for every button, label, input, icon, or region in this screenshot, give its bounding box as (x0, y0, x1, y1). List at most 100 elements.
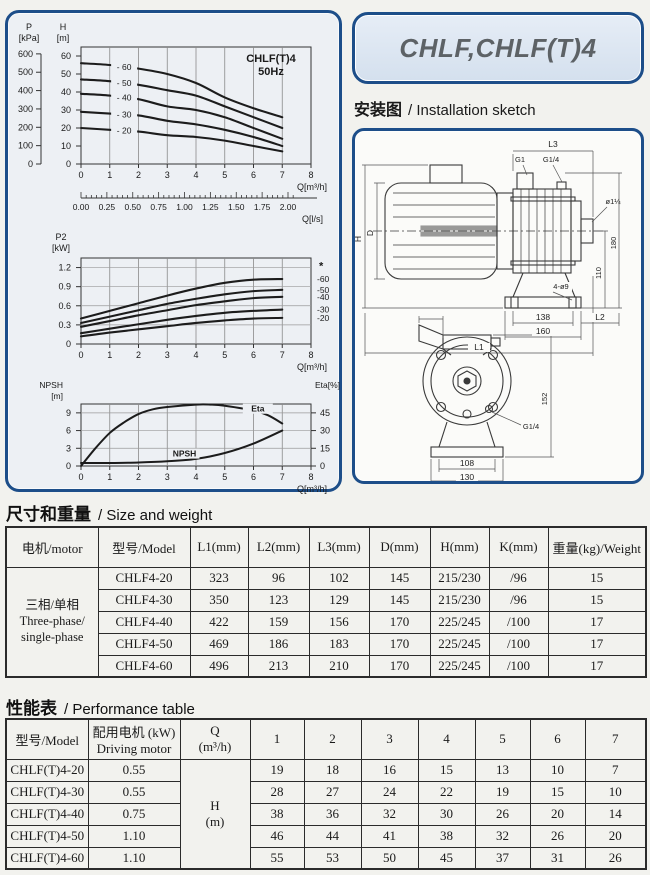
head-value-cell: 26 (529, 824, 586, 848)
svg-text:110: 110 (594, 267, 603, 279)
svg-text:0: 0 (78, 170, 83, 180)
column-header: 电机/motor (5, 526, 99, 568)
table-cell: /96 (488, 588, 549, 612)
svg-text:0: 0 (66, 461, 71, 471)
svg-text:- 20: - 20 (117, 126, 132, 136)
svg-text:-20: -20 (317, 313, 330, 323)
svg-text:0: 0 (28, 159, 33, 169)
table-cell: 17 (547, 654, 647, 678)
svg-text:130: 130 (460, 472, 474, 482)
svg-text:0.9: 0.9 (58, 282, 71, 292)
svg-text:7: 7 (280, 350, 285, 360)
table-cell: 215/230 (429, 566, 490, 590)
svg-text:P2: P2 (55, 232, 66, 242)
table-cell: 145 (368, 588, 431, 612)
head-value-cell: 38 (249, 802, 305, 826)
head-value-cell: 30 (417, 802, 476, 826)
motor-kw-cell: 0.55 (87, 780, 181, 804)
performance-curves-panel: 0 1 2 3 4 5 6 7 8 Q[m³/h] 0 10 20 30 40 50 60 H [m] 0 100 200… (5, 10, 342, 494)
column-header: 型号/Model (5, 718, 89, 760)
head-value-cell: 14 (584, 802, 647, 826)
svg-text:- 50: - 50 (117, 78, 132, 88)
svg-text:Q[l/s]: Q[l/s] (302, 214, 323, 224)
svg-text:100: 100 (18, 141, 33, 151)
column-header: 3 (360, 718, 419, 760)
svg-text:4: 4 (193, 170, 198, 180)
svg-text:30: 30 (320, 426, 330, 436)
size-weight-heading: 尺寸和重量 / Size and weight (6, 500, 212, 525)
model-cell: CHLF(T)4-60 (5, 846, 89, 870)
svg-text:4: 4 (193, 350, 198, 360)
svg-text:P: P (26, 22, 32, 32)
motor-kw-cell: 1.10 (87, 824, 181, 848)
svg-text:3: 3 (66, 443, 71, 453)
table-cell: 210 (308, 654, 370, 678)
table-cell: 469 (189, 632, 249, 656)
pump-side-view (373, 164, 603, 309)
svg-text:2: 2 (136, 170, 141, 180)
model-cell: CHLF(T)4-30 (5, 780, 89, 804)
table-row: CHLF(T)4-40 0.75 38 36 32 30 26 20 14 (5, 802, 647, 826)
table-header-row: 电机/motor 型号/Model L1(mm) L2(mm) L3(mm) D(mm) H… (5, 526, 647, 568)
svg-text:L2: L2 (595, 312, 605, 322)
pump-front-view (418, 316, 512, 458)
table-cell: 225/245 (429, 610, 490, 634)
svg-text:G1: G1 (515, 155, 525, 164)
table-row: CHLF(T)4-20 0.55 H (m) 19 18 16 15 13 10 7 (5, 758, 647, 870)
table-cell: /100 (488, 632, 549, 656)
table-cell: 170 (368, 632, 431, 656)
right-column: CHLF,CHLF(T)4 安装图 / Installation sketch (352, 12, 644, 484)
svg-text:6: 6 (251, 472, 256, 482)
column-header: 4 (417, 718, 476, 760)
size-heading-zh: 尺寸和重量 (6, 505, 91, 524)
head-value-cell: 37 (474, 846, 531, 870)
svg-text:4: 4 (193, 472, 198, 482)
column-header: 重量(kg)/Weight (547, 526, 647, 568)
table-cell: 15 (547, 588, 647, 612)
svg-text:[kW]: [kW] (52, 243, 70, 253)
size-weight-table: 电机/motor 型号/Model L1(mm) L2(mm) L3(mm) D(mm) H… (5, 526, 647, 678)
head-value-cell: 20 (529, 802, 586, 826)
svg-text:10: 10 (61, 141, 71, 151)
svg-text:45: 45 (320, 408, 330, 418)
table-cell: 17 (547, 610, 647, 634)
table-cell: 350 (189, 588, 249, 612)
svg-text:H: H (60, 22, 67, 32)
svg-text:7: 7 (280, 170, 285, 180)
head-value-cell: 41 (360, 824, 419, 848)
table-row: CHLF4-50 469 186 183 170 225/245/100 17 (6, 632, 647, 656)
svg-text:Q[m³/h]: Q[m³/h] (297, 362, 327, 372)
svg-text:0.75: 0.75 (150, 202, 167, 212)
svg-text:6: 6 (251, 170, 256, 180)
svg-text:40: 40 (61, 87, 71, 97)
svg-text:D: D (365, 230, 375, 236)
table-cell: CHLF4-60 (97, 654, 191, 678)
column-header: 型号/Model (97, 526, 191, 568)
svg-text:108: 108 (460, 458, 474, 468)
table-cell: 145 (368, 566, 431, 590)
svg-text:9: 9 (66, 408, 71, 418)
installation-sketch-drawing: HD L3 G1 G1/4 ø1¼ 110 180 138 160 L2 L1 4-ø9 152 G1/4… (355, 139, 622, 482)
svg-text:4-ø9: 4-ø9 (553, 282, 568, 291)
svg-text:- 40: - 40 (117, 92, 132, 102)
table-cell: 215/230 (429, 588, 490, 612)
svg-text:5: 5 (222, 350, 227, 360)
table-cell: CHLF4-40 (97, 610, 191, 634)
head-value-cell: 32 (474, 824, 531, 848)
svg-text:NPSH: NPSH (173, 449, 197, 459)
table-cell: 129 (308, 588, 370, 612)
head-value-cell: 55 (249, 846, 305, 870)
head-value-cell: 7 (584, 758, 647, 782)
svg-text:300: 300 (18, 104, 33, 114)
head-value-cell: 46 (249, 824, 305, 848)
head-value-cell: 24 (360, 780, 419, 804)
svg-text:0.00: 0.00 (73, 202, 90, 212)
svg-text:2: 2 (136, 472, 141, 482)
column-header: 1 (249, 718, 305, 760)
model-cell: CHLF(T)4-40 (5, 802, 89, 826)
svg-text:[m]: [m] (51, 391, 63, 401)
head-value-cell: 10 (584, 780, 647, 804)
svg-text:0: 0 (66, 159, 71, 169)
svg-text:- 60: - 60 (117, 62, 132, 72)
svg-text:600: 600 (18, 49, 33, 59)
